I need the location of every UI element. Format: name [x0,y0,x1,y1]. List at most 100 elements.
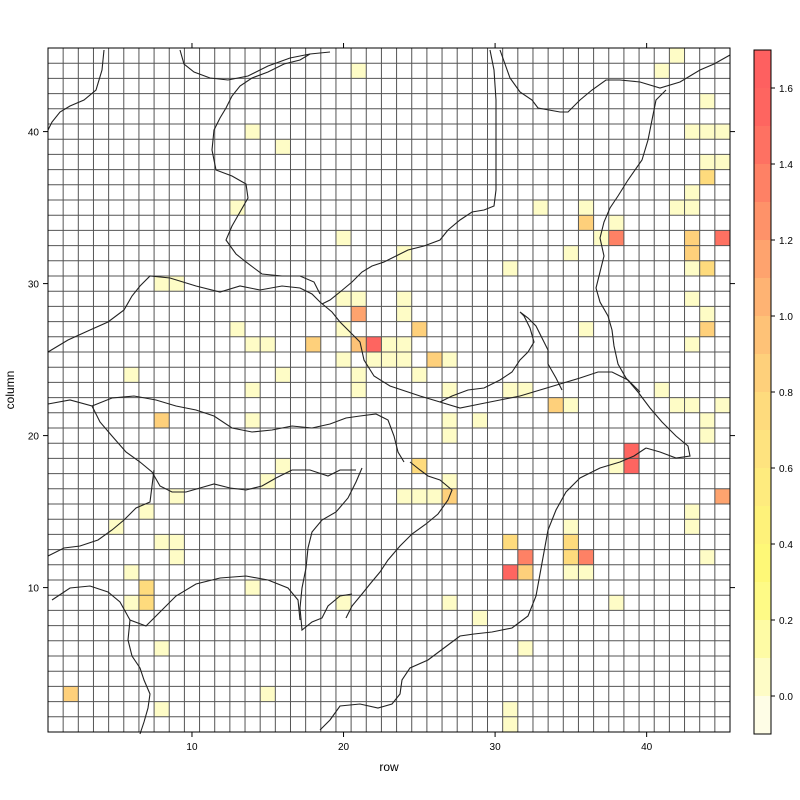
heatmap-cell [684,230,700,246]
heatmap-cell [532,200,549,216]
colorbar-band [754,430,771,468]
colorbar-tick-label: 1.6 [779,84,793,95]
heatmap-cell [563,397,579,413]
heatmap-cell [396,352,412,368]
heatmap-cell [669,200,685,216]
heatmap-cell [335,321,352,337]
heatmap-cell [669,48,685,64]
heatmap-cell [245,336,261,352]
heatmap-cell [684,336,700,352]
heatmap-cell [245,412,261,428]
heatmap-cell [381,336,397,352]
heatmap-cell [699,306,715,322]
heatmap-cell [351,336,367,352]
heatmap-cell [593,230,609,246]
colorbar-tick-label: 1.4 [779,160,793,171]
heatmap-cell [260,336,276,352]
colorbar-band [754,278,771,316]
heatmap-cell [502,564,518,580]
heatmap-cell [245,124,261,140]
coastline-bay-top [439,311,563,403]
heatmap-cell [229,321,246,337]
heatmap-cell [275,458,291,474]
heatmap-cell [335,352,352,368]
heatmap-cell [123,595,139,611]
heatmap-cell [502,701,518,717]
heatmap-cell [714,488,730,504]
heatmap-cell [578,564,594,580]
heatmap-cell [351,306,367,322]
heatmap-cell [684,519,700,535]
heatmap-cell [699,428,715,444]
heatmap-cell [396,306,412,322]
bay-east-shore [345,461,453,619]
peninsula-south [127,619,151,735]
heatmap-cell [699,321,715,337]
heatmap-cell [260,473,276,489]
boundary-7 [211,53,321,295]
heatmap-cell [623,443,640,459]
boundary-2 [47,399,356,493]
colorbar-band [754,354,771,392]
heatmap-cell [169,549,185,565]
colorbar-band [754,544,771,582]
heatmap-cell [335,291,352,307]
heatmap-cell [275,367,291,383]
peninsula-west [51,575,301,627]
colorbar-band [754,240,771,278]
heatmap-cell [351,367,367,383]
colorbar-tick-label: 0.6 [779,464,793,475]
heatmap-cell [517,382,533,398]
heatmap-cell [138,595,155,611]
heatmap-cell [472,412,488,428]
heatmap-cell [351,382,367,398]
heatmap-cell [623,458,640,474]
heatmap-cell [442,473,458,489]
heatmap-cell [381,352,397,368]
colorbar-band [754,468,771,506]
bay-west-shore [299,467,363,632]
heatmap-cell [684,200,700,216]
heatmap-cell [169,276,185,292]
y-tick-label: 40 [28,128,40,139]
heatmap-cell [684,245,700,261]
heatmap-cell [396,488,412,504]
heatmap-cell [442,382,458,398]
heatmap-cell [654,382,670,398]
heatmap-cell [669,397,685,413]
boundary-6 [179,49,331,81]
heatmap-cell [578,549,594,565]
heatmap-cell [305,336,321,352]
heatmap-cell [63,686,79,702]
boundary-8 [321,49,497,305]
heatmap-cell [563,534,579,550]
heatmap-cell [699,260,715,276]
coastline-east [595,89,691,459]
colorbar-band [754,392,771,430]
colorbar-tick-label: 0.0 [779,692,793,703]
heatmap-cell [442,412,458,428]
colorbar-band [754,50,771,88]
y-tick-labels: 10 20 30 40 [28,128,40,595]
colorbar-tick-labels: 0.0 0.2 0.4 0.6 0.8 1.0 1.2 1.4 1.6 [779,84,793,703]
heatmap-cell [154,534,170,550]
heatmap-cell [608,230,624,246]
heatmap-cell [563,519,579,535]
heatmap-cell [684,291,700,307]
heatmap-cell [351,291,367,307]
heatmap-cell [699,93,715,109]
heatmap-cell [138,504,155,520]
heatmap-cell [396,291,412,307]
heatmap-cell [684,124,700,140]
heatmap-cell [229,200,246,216]
heatmap-cell [714,124,730,140]
colorbar-band [754,88,771,126]
heatmap-cell [654,63,670,79]
heatmap-cell [335,230,352,246]
heatmap-cell [366,336,382,352]
heatmap-cell [396,336,412,352]
colorbar-tick-label: 1.0 [779,312,793,323]
heatmap-cell [411,321,427,337]
colorbar-band [754,126,771,164]
y-axis-label: column [3,371,17,410]
